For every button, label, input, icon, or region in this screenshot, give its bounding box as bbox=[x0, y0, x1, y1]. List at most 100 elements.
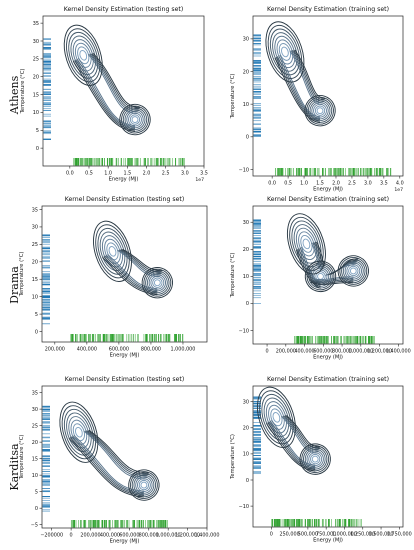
x-tick-label: −200000 bbox=[40, 533, 63, 539]
x-tick-label: 0 bbox=[70, 533, 73, 539]
y-tick-label: 20 bbox=[243, 247, 249, 253]
contour-line bbox=[148, 274, 167, 292]
y-tick-label: 20 bbox=[243, 69, 249, 75]
y-axis-label: Temperature (°C) bbox=[230, 434, 236, 480]
x-axis-label: Energy (MJ) bbox=[110, 539, 140, 545]
contour-line bbox=[128, 469, 160, 501]
contour-line bbox=[308, 452, 323, 467]
contour-line bbox=[265, 21, 305, 83]
contour-line bbox=[303, 446, 328, 472]
contour-line bbox=[313, 103, 327, 118]
chart-title: Kernel Density Estimation (training set) bbox=[267, 6, 389, 13]
kde-panel-5: Kernel Density Estimation (testing set) −… bbox=[19, 376, 219, 545]
y-axis-label: Temperature (°C) bbox=[230, 253, 236, 299]
y-tick-label: 0 bbox=[246, 301, 249, 307]
y-tick-label: 10 bbox=[32, 294, 38, 300]
y-tick-label: 20 bbox=[32, 440, 38, 446]
contour-line bbox=[102, 248, 163, 296]
x-tick-label: 1,000,000 bbox=[171, 347, 196, 353]
y-axis-label: Temperature (°C) bbox=[230, 74, 236, 120]
contour-line bbox=[138, 479, 150, 491]
x-axis-label: Energy (MJ) bbox=[110, 353, 140, 359]
contour-line bbox=[269, 28, 300, 76]
x-tick-label: 1.0 bbox=[300, 181, 308, 187]
contour-line bbox=[150, 275, 165, 290]
x-axis-label: Energy (MJ) bbox=[313, 355, 343, 361]
x-tick-label: 2.0 bbox=[143, 171, 151, 177]
contour-line bbox=[68, 31, 99, 79]
contour-line bbox=[105, 249, 161, 291]
contour-line bbox=[272, 412, 281, 423]
plot-frame bbox=[252, 205, 404, 345]
row-label-athens: Athens bbox=[8, 75, 21, 115]
contour-line bbox=[93, 220, 132, 282]
contour-line bbox=[99, 231, 126, 272]
contour-line bbox=[278, 50, 324, 119]
contour-line bbox=[140, 481, 148, 489]
x-tick-label: 2.0 bbox=[332, 181, 340, 187]
x-tick-label: 1,000,000 bbox=[332, 532, 357, 538]
y-tick-label: 35 bbox=[33, 21, 39, 27]
x-axis-label: Energy (MJ) bbox=[313, 538, 343, 544]
y-tick-label: 35 bbox=[32, 207, 38, 213]
y-axis-label: Temperature (°C) bbox=[20, 69, 26, 115]
contour-line bbox=[77, 46, 90, 65]
y-tick-label: 30 bbox=[243, 37, 249, 43]
contour-line bbox=[70, 35, 97, 76]
x-tick-label: 2.5 bbox=[162, 171, 170, 177]
contour-line bbox=[286, 213, 326, 275]
contour-line bbox=[317, 272, 324, 280]
contour-line bbox=[300, 234, 313, 253]
contour-line bbox=[289, 216, 324, 271]
y-tick-label: 20 bbox=[243, 426, 249, 432]
y-tick-label: 0 bbox=[246, 135, 249, 141]
contour-line bbox=[267, 415, 320, 471]
x-tick-label: 0 bbox=[266, 349, 269, 355]
contour-line bbox=[66, 28, 101, 83]
x-tick-label: 1.5 bbox=[316, 181, 324, 187]
contour-line bbox=[135, 476, 153, 494]
y-tick-label: 10 bbox=[243, 274, 249, 280]
contour-line bbox=[270, 408, 283, 427]
contour-line bbox=[72, 39, 94, 72]
contour-line bbox=[308, 264, 333, 289]
x-multiplier-label: 1e7 bbox=[394, 187, 403, 193]
x-tick-label: 800,000 bbox=[332, 349, 352, 355]
y-axis-label: Temperature (°C) bbox=[19, 435, 25, 481]
x-tick-label: 600,000 bbox=[119, 533, 139, 539]
x-tick-label: 750,000 bbox=[316, 532, 336, 538]
x-tick-label: 0 bbox=[270, 532, 273, 538]
kde-panel-4: Kernel Density Estimation (training set)… bbox=[230, 196, 411, 361]
kde-panel-1: Kernel Density Estimation (testing set) 0… bbox=[20, 6, 208, 183]
row-label-drama: Drama bbox=[8, 266, 21, 304]
contour-line bbox=[122, 107, 148, 132]
x-tick-label: 600,000 bbox=[109, 347, 129, 353]
kde-panel-6: Kernel Density Estimation (training set)… bbox=[230, 376, 412, 544]
y-tick-label: 0 bbox=[35, 329, 38, 335]
contour-line bbox=[72, 52, 141, 133]
plot-frame bbox=[252, 15, 404, 177]
x-tick-label: 250,000 bbox=[279, 532, 299, 538]
x-tick-label: 200,000 bbox=[276, 349, 296, 355]
contour-line bbox=[74, 42, 92, 68]
y-tick-label: −5 bbox=[31, 522, 38, 528]
contour-line bbox=[104, 249, 162, 293]
y-tick-label: 15 bbox=[32, 456, 38, 462]
contour-line bbox=[281, 46, 289, 58]
row-label-karditsa: Karditsa bbox=[8, 443, 21, 491]
contour-line bbox=[136, 478, 151, 492]
x-tick-label: 3.5 bbox=[200, 171, 208, 177]
x-tick-label: 0.5 bbox=[284, 181, 292, 187]
y-tick-label: −10 bbox=[239, 504, 249, 510]
contour-line bbox=[275, 49, 325, 122]
contour-line bbox=[276, 39, 294, 65]
x-tick-label: 800,000 bbox=[139, 533, 159, 539]
contour-line bbox=[272, 32, 298, 72]
plot-frame bbox=[41, 385, 208, 529]
y-tick-label: 30 bbox=[33, 39, 39, 45]
x-tick-label: 400,000 bbox=[77, 347, 97, 353]
x-tick-label: 500,000 bbox=[298, 532, 318, 538]
contour-line bbox=[152, 277, 163, 288]
y-tick-label: 30 bbox=[32, 225, 38, 231]
x-tick-label: 200,000 bbox=[80, 533, 100, 539]
